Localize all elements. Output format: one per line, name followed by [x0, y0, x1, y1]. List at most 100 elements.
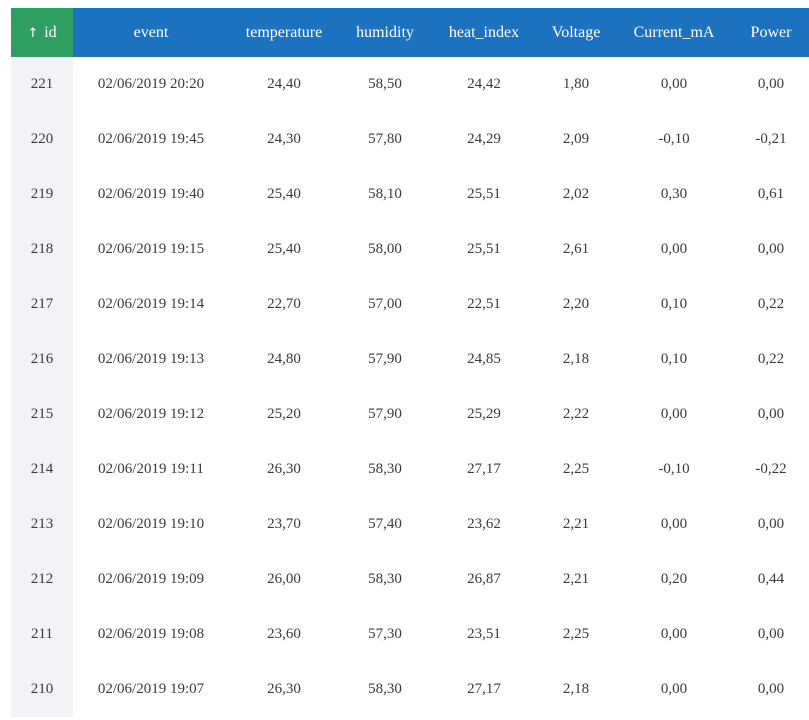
column-header-event[interactable]: event — [73, 8, 229, 57]
table-row[interactable]: 211 02/06/2019 19:08 23,60 57,30 23,51 2,25 0,… — [11, 607, 809, 662]
column-header-label: id — [44, 23, 57, 41]
cell-id: 219 — [11, 167, 73, 222]
column-header-heat-index[interactable]: heat_index — [431, 8, 537, 57]
cell-temperature: 26,00 — [267, 571, 301, 587]
column-header-humidity[interactable]: humidity — [339, 8, 431, 57]
table-row[interactable]: 216 02/06/2019 19:13 24,80 57,90 24,85 2,18 0,… — [11, 332, 809, 387]
cell-id: 214 — [11, 442, 73, 497]
cell-heat-index: 25,51 — [467, 186, 501, 202]
table-header-row: ↑ id event temperature humidity heat_inde… — [11, 8, 809, 57]
sort-ascending-icon: ↑ — [27, 25, 39, 41]
cell-power: 0,00 — [757, 406, 785, 422]
cell-current-ma: -0,10 — [658, 131, 690, 147]
cell-current-ma: 0,00 — [660, 406, 688, 422]
table-row[interactable]: 221 02/06/2019 20:20 24,40 58,50 24,42 1,80 0,… — [11, 57, 809, 112]
cell-power: 0,00 — [757, 76, 785, 92]
cell-voltage: 1,80 — [562, 76, 590, 92]
cell-event: 02/06/2019 20:20 — [97, 76, 205, 92]
cell-id: 213 — [11, 497, 73, 552]
cell-voltage: 2,21 — [562, 516, 590, 532]
cell-current-ma: 0,10 — [660, 296, 688, 312]
cell-current-ma: 0,00 — [660, 626, 688, 642]
table-row[interactable]: 220 02/06/2019 19:45 24,30 57,80 24,29 2,09 -0… — [11, 112, 809, 167]
cell-power: 0,00 — [757, 626, 785, 642]
cell-current-ma: 0,10 — [660, 351, 688, 367]
column-header-voltage[interactable]: Voltage — [537, 8, 615, 57]
cell-power: -0,21 — [755, 131, 787, 147]
cell-id: 217 — [11, 277, 73, 332]
cell-heat-index: 24,42 — [467, 76, 501, 92]
cell-voltage: 2,18 — [562, 351, 590, 367]
cell-event: 02/06/2019 19:45 — [97, 131, 205, 147]
sensor-data-table: ↑ id event temperature humidity heat_inde… — [11, 8, 809, 717]
cell-voltage: 2,61 — [562, 241, 590, 257]
cell-power: 0,44 — [757, 571, 785, 587]
cell-id: 215 — [11, 387, 73, 442]
cell-event: 02/06/2019 19:08 — [97, 626, 205, 642]
cell-heat-index: 24,85 — [467, 351, 501, 367]
table-row[interactable]: 214 02/06/2019 19:11 26,30 58,30 27,17 2,25 -0… — [11, 442, 809, 497]
cell-heat-index: 25,29 — [467, 406, 501, 422]
cell-power: 0,00 — [757, 516, 785, 532]
cell-humidity: 58,10 — [368, 186, 402, 202]
table-row[interactable]: 212 02/06/2019 19:09 26,00 58,30 26,87 2,21 0,… — [11, 552, 809, 607]
cell-id: 210 — [11, 662, 73, 717]
cell-humidity: 57,90 — [368, 351, 402, 367]
cell-temperature: 24,40 — [267, 76, 301, 92]
table-body: 221 02/06/2019 20:20 24,40 58,50 24,42 1,80 0,… — [11, 57, 809, 717]
cell-voltage: 2,22 — [562, 406, 590, 422]
cell-heat-index: 23,51 — [467, 626, 501, 642]
column-header-power[interactable]: Power — [733, 8, 809, 57]
column-header-temperature[interactable]: temperature — [229, 8, 339, 57]
cell-event: 02/06/2019 19:11 — [98, 461, 204, 477]
cell-power: 0,22 — [757, 351, 785, 367]
cell-humidity: 58,00 — [368, 241, 402, 257]
table-row[interactable]: 213 02/06/2019 19:10 23,70 57,40 23,62 2,21 0,… — [11, 497, 809, 552]
cell-voltage: 2,09 — [562, 131, 590, 147]
cell-id: 211 — [11, 607, 73, 662]
cell-temperature: 23,70 — [267, 516, 301, 532]
table-row[interactable]: 219 02/06/2019 19:40 25,40 58,10 25,51 2,02 0,… — [11, 167, 809, 222]
cell-event: 02/06/2019 19:40 — [97, 186, 205, 202]
data-table-container: ↑ id event temperature humidity heat_inde… — [11, 8, 809, 717]
cell-current-ma: 0,00 — [660, 681, 688, 697]
cell-power: 0,00 — [757, 241, 785, 257]
cell-temperature: 26,30 — [267, 461, 301, 477]
cell-humidity: 58,30 — [368, 681, 402, 697]
cell-id: 221 — [11, 57, 73, 112]
cell-temperature: 23,60 — [267, 626, 301, 642]
cell-humidity: 57,40 — [368, 516, 402, 532]
cell-current-ma: 0,00 — [660, 241, 688, 257]
cell-temperature: 25,20 — [267, 406, 301, 422]
cell-event: 02/06/2019 19:10 — [97, 516, 205, 532]
cell-temperature: 25,40 — [267, 241, 301, 257]
cell-humidity: 58,30 — [368, 461, 402, 477]
column-header-id[interactable]: ↑ id — [11, 8, 73, 57]
cell-event: 02/06/2019 19:12 — [97, 406, 205, 422]
cell-heat-index: 25,51 — [467, 241, 501, 257]
column-header-current-ma[interactable]: Current_mA — [615, 8, 733, 57]
table-row[interactable]: 210 02/06/2019 19:07 26,30 58,30 27,17 2,18 0,… — [11, 662, 809, 717]
table-row[interactable]: 217 02/06/2019 19:14 22,70 57,00 22,51 2,20 0,… — [11, 277, 809, 332]
cell-heat-index: 24,29 — [467, 131, 501, 147]
cell-voltage: 2,25 — [562, 626, 590, 642]
cell-temperature: 24,80 — [267, 351, 301, 367]
cell-humidity: 57,30 — [368, 626, 402, 642]
cell-humidity: 57,90 — [368, 406, 402, 422]
cell-humidity: 57,00 — [368, 296, 402, 312]
cell-voltage: 2,21 — [562, 571, 590, 587]
cell-current-ma: 0,30 — [660, 186, 688, 202]
cell-heat-index: 22,51 — [467, 296, 501, 312]
cell-voltage: 2,25 — [562, 461, 590, 477]
cell-id: 216 — [11, 332, 73, 387]
cell-id: 220 — [11, 112, 73, 167]
cell-humidity: 58,30 — [368, 571, 402, 587]
cell-voltage: 2,02 — [562, 186, 590, 202]
cell-heat-index: 27,17 — [467, 681, 501, 697]
cell-event: 02/06/2019 19:13 — [97, 351, 205, 367]
table-row[interactable]: 215 02/06/2019 19:12 25,20 57,90 25,29 2,22 0,… — [11, 387, 809, 442]
cell-heat-index: 26,87 — [467, 571, 501, 587]
table-row[interactable]: 218 02/06/2019 19:15 25,40 58,00 25,51 2,61 0,… — [11, 222, 809, 277]
cell-event: 02/06/2019 19:07 — [97, 681, 205, 697]
cell-heat-index: 23,62 — [467, 516, 501, 532]
